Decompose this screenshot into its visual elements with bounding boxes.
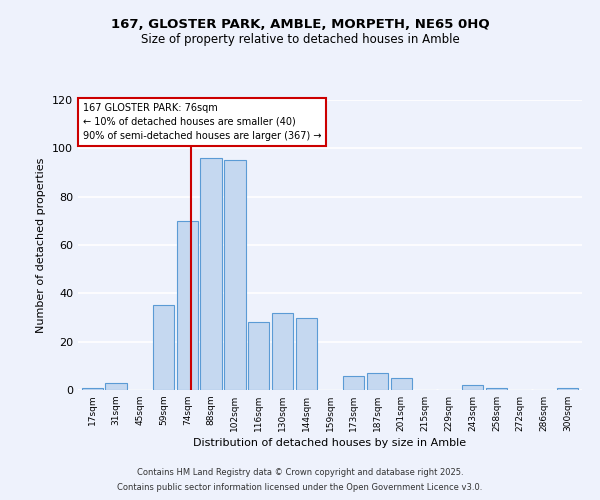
Bar xyxy=(486,388,507,390)
Text: Contains HM Land Registry data © Crown copyright and database right 2025.: Contains HM Land Registry data © Crown c… xyxy=(137,468,463,477)
Bar xyxy=(224,160,245,390)
Text: 167, GLOSTER PARK, AMBLE, MORPETH, NE65 0HQ: 167, GLOSTER PARK, AMBLE, MORPETH, NE65 … xyxy=(110,18,490,30)
Bar xyxy=(391,378,412,390)
X-axis label: Distribution of detached houses by size in Amble: Distribution of detached houses by size … xyxy=(193,438,467,448)
Text: 167 GLOSTER PARK: 76sqm
← 10% of detached houses are smaller (40)
90% of semi-de: 167 GLOSTER PARK: 76sqm ← 10% of detache… xyxy=(83,103,322,141)
Bar xyxy=(200,158,222,390)
Bar xyxy=(153,306,174,390)
Bar xyxy=(272,312,293,390)
Bar xyxy=(176,221,198,390)
Bar xyxy=(296,318,317,390)
Bar xyxy=(367,373,388,390)
Bar xyxy=(106,383,127,390)
Y-axis label: Number of detached properties: Number of detached properties xyxy=(37,158,46,332)
Bar xyxy=(462,385,484,390)
Bar xyxy=(248,322,269,390)
Text: Contains public sector information licensed under the Open Government Licence v3: Contains public sector information licen… xyxy=(118,483,482,492)
Bar xyxy=(557,388,578,390)
Bar xyxy=(82,388,103,390)
Text: Size of property relative to detached houses in Amble: Size of property relative to detached ho… xyxy=(140,32,460,46)
Bar xyxy=(343,376,364,390)
